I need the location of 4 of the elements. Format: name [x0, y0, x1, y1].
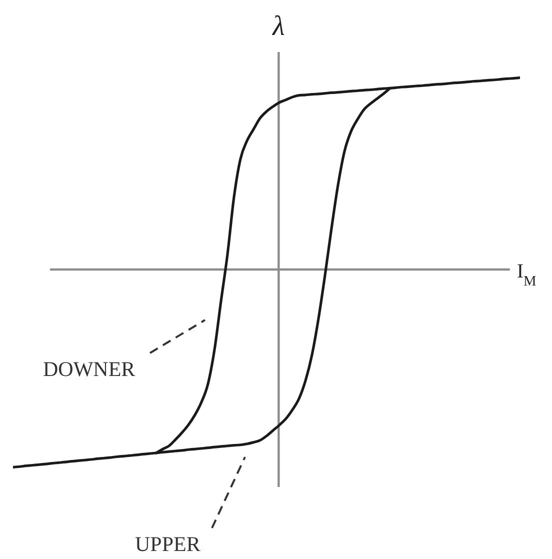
text: DOWNER: [43, 357, 136, 381]
y-axis-title: λ: [272, 11, 285, 42]
text: UPPER: [135, 532, 200, 556]
x-axis-title: I$_{M}$: [516, 260, 537, 290]
